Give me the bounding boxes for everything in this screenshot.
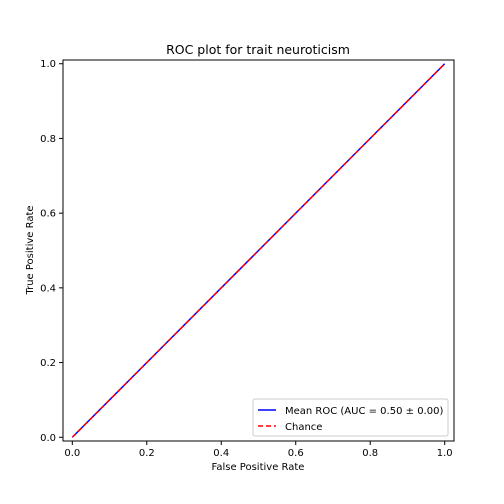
y-axis-ticks: 0.0 0.2 0.4 0.6 0.8 1.0 [40,59,63,444]
plot-frame [62,59,455,442]
x-axis-label: False Positive Rate [212,462,305,473]
x-tick-label: 0.4 [213,448,229,459]
series-line-mean-roc [71,63,446,438]
legend-box [252,398,449,437]
x-tick-label: 1.0 [437,448,453,459]
legend-label-chance: Chance [285,422,322,433]
y-tick-label: 0.6 [40,209,56,220]
chart-title: ROC plot for trait neuroticism [166,42,350,57]
y-tick-label: 0.2 [40,358,56,369]
legend-label-mean-roc: Mean ROC (AUC = 0.50 ± 0.00) [285,406,443,417]
y-tick-label: 0.0 [40,433,56,444]
x-tick-label: 0.6 [288,448,304,459]
legend: Mean ROC (AUC = 0.50 ± 0.00) Chance [252,398,449,437]
y-tick-label: 1.0 [40,59,56,70]
y-tick-label: 0.4 [40,283,56,294]
x-tick-label: 0.2 [139,448,155,459]
x-axis-ticks: 0.0 0.2 0.4 0.6 0.8 1.0 [64,441,453,459]
x-tick-label: 0.8 [362,448,378,459]
y-tick-label: 0.8 [40,134,56,145]
x-tick-label: 0.0 [64,448,80,459]
y-axis-label: True Positive Rate [25,205,36,295]
